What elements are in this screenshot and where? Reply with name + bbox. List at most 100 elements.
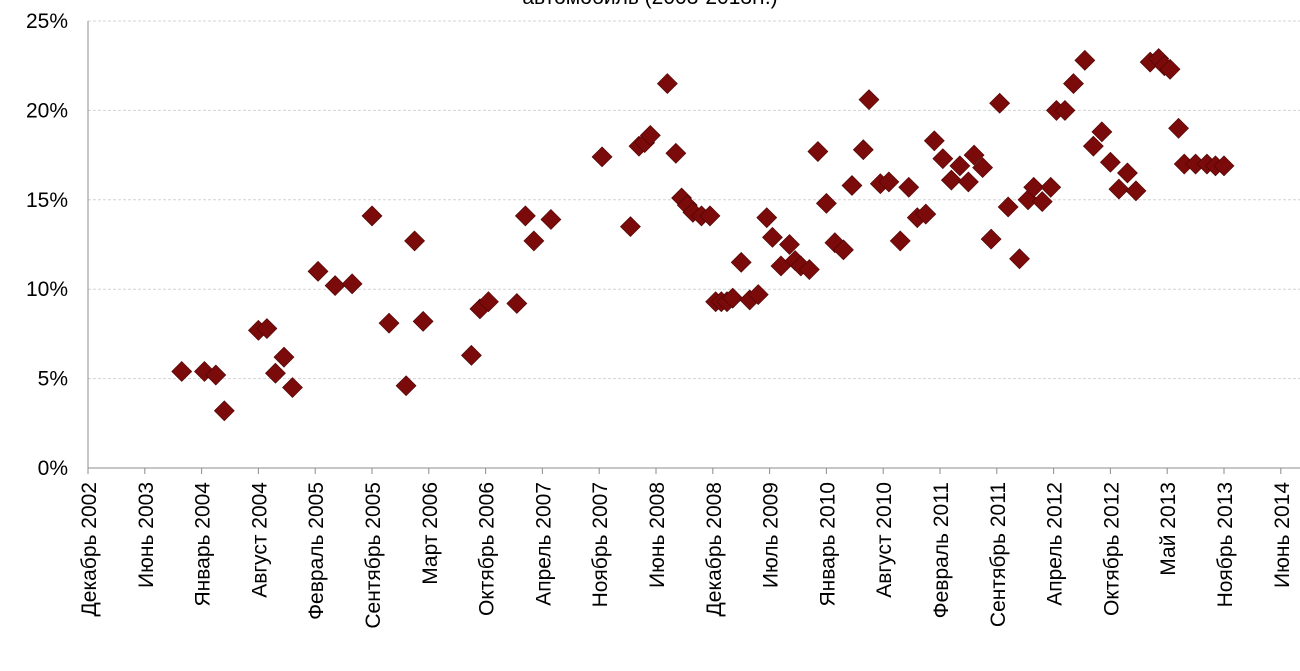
data-point [807,141,829,162]
x-tick-label: Ноябрь 2013 [1214,482,1237,607]
data-point [395,375,417,397]
x-tick-label: Декабрь 2008 [703,482,726,616]
data-point [404,230,426,252]
x-tick-label: Сентябрь 2011 [987,482,1010,627]
x-tick-label: Июль 2009 [760,482,783,588]
data-point [852,139,874,161]
x-tick-label: Февраль 2011 [930,482,953,618]
data-point [1213,155,1235,177]
data-point [923,130,945,152]
data-point [1091,121,1113,143]
data-point [878,171,900,193]
x-tick-label: Июнь 2008 [646,482,669,588]
data-point [756,207,778,229]
y-tick-label: 15% [26,189,68,212]
data-point [540,209,562,230]
data-point [273,346,295,368]
data-point [1099,151,1121,173]
data-point [940,169,962,191]
data-point [1054,99,1076,121]
data-point [256,318,278,339]
data-point [858,89,880,111]
data-point [779,234,800,255]
data-point [989,92,1011,114]
data-point [957,171,979,193]
data-point [378,312,400,334]
x-tick-label: Декабрь 2002 [78,482,101,616]
data-point [307,260,329,282]
x-tick-label: Сентябрь 2005 [362,482,385,629]
data-point [815,192,837,214]
data-point [1031,191,1053,213]
data-point [341,273,363,295]
data-point [730,251,752,273]
y-tick-label: 5% [38,368,68,391]
data-point [699,205,721,227]
data-point [361,205,383,227]
x-tick-label: Май 2013 [1157,482,1180,576]
data-point [514,205,536,227]
data-point [1159,58,1181,80]
data-point [980,228,1002,250]
data-point [997,196,1019,218]
data-point [620,216,641,238]
x-tick-label: Август 2010 [873,482,896,598]
data-point [841,175,863,196]
data-point [1108,178,1130,200]
x-tick-label: Апрель 2012 [1044,482,1067,606]
data-point [1023,176,1045,198]
data-point [833,239,854,261]
data-point [963,144,985,166]
data-point [762,226,783,248]
data-point [523,230,545,252]
x-tick-label: Март 2006 [419,482,442,585]
x-tick-label: Июнь 2003 [135,482,158,588]
data-point [1074,49,1096,71]
data-point [665,142,687,164]
data-point [949,155,971,177]
data-point [656,73,678,95]
x-tick-label: Февраль 2005 [305,482,328,620]
data-point [506,293,528,314]
x-tick-label: Апрель 2007 [532,482,555,606]
data-point [639,125,661,146]
data-point [1082,135,1104,157]
data-point [915,203,937,225]
data-point [1063,73,1084,95]
data-point [1125,180,1147,202]
chart-title: автомобиль (2003-2013гг.) [0,0,1300,10]
data-point [213,400,235,422]
data-point [1117,162,1138,184]
y-tick-label: 10% [26,278,68,301]
data-point [932,148,954,170]
data-point [412,310,434,332]
x-tick-label: Октябрь 2006 [476,482,499,616]
x-tick-label: Ноябрь 2007 [589,482,612,607]
data-point [478,291,499,313]
data-point [972,157,994,179]
x-tick-label: Июнь 2014 [1271,482,1294,588]
y-tick-label: 25% [26,10,68,33]
data-point [898,176,920,198]
data-point [171,361,193,382]
data-point [747,284,769,305]
x-tick-label: Январь 2010 [816,482,839,607]
x-tick-label: Август 2004 [248,482,271,598]
data-point [205,364,227,386]
y-tick-label: 20% [26,99,68,122]
data-point [324,275,346,297]
data-point [1168,117,1189,139]
data-point [798,259,820,280]
data-point [265,362,286,384]
data-point [282,377,303,398]
data-point [591,146,613,168]
data-point [889,230,911,252]
data-point [1009,248,1030,270]
data-point [460,344,482,366]
data-point [1040,176,1062,198]
x-tick-label: Октябрь 2012 [1100,482,1123,616]
data-point [722,287,744,309]
x-tick-label: Январь 2004 [192,482,215,607]
y-tick-label: 0% [38,457,68,480]
